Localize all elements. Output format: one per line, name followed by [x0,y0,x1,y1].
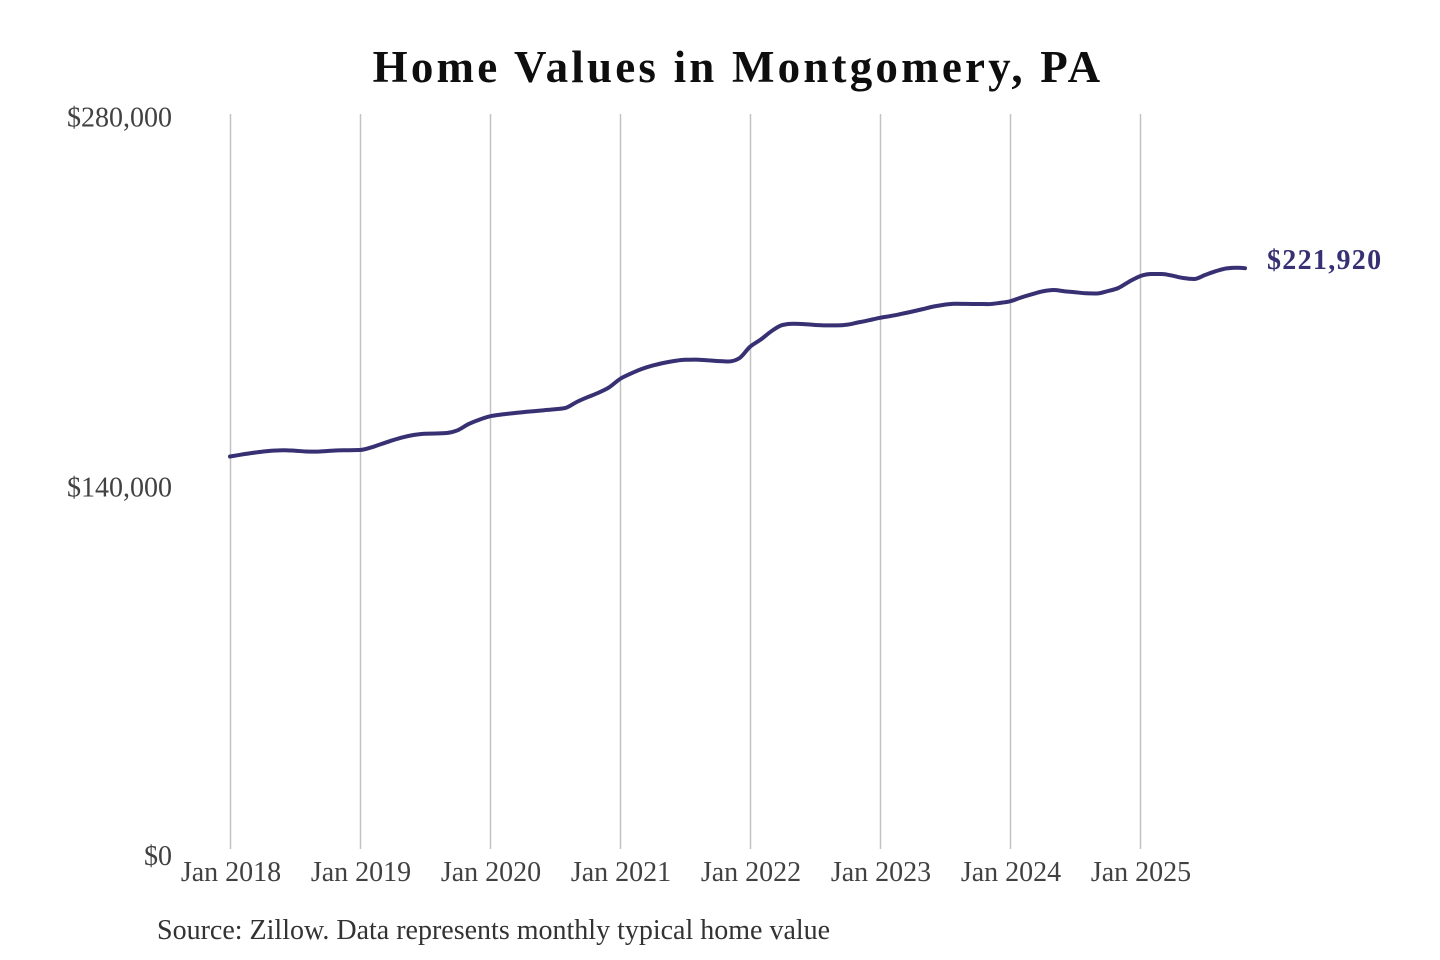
svg-text:Source: Zillow. Data represent: Source: Zillow. Data represents monthly … [157,915,830,946]
svg-text:Jan 2018: Jan 2018 [181,857,281,888]
svg-text:Jan 2024: Jan 2024 [961,857,1061,888]
svg-text:Jan 2022: Jan 2022 [701,857,801,888]
svg-text:Jan 2019: Jan 2019 [311,857,411,888]
svg-text:$280,000: $280,000 [67,103,172,134]
svg-text:Home Values in Montgomery, PA: Home Values in Montgomery, PA [373,42,1104,92]
svg-text:$221,920: $221,920 [1267,245,1382,276]
svg-text:Jan 2021: Jan 2021 [571,857,671,888]
svg-text:Jan 2025: Jan 2025 [1091,857,1191,888]
svg-text:$0: $0 [144,841,172,872]
svg-text:$140,000: $140,000 [67,473,172,504]
svg-text:Jan 2020: Jan 2020 [441,857,541,888]
svg-text:Jan 2023: Jan 2023 [831,857,931,888]
